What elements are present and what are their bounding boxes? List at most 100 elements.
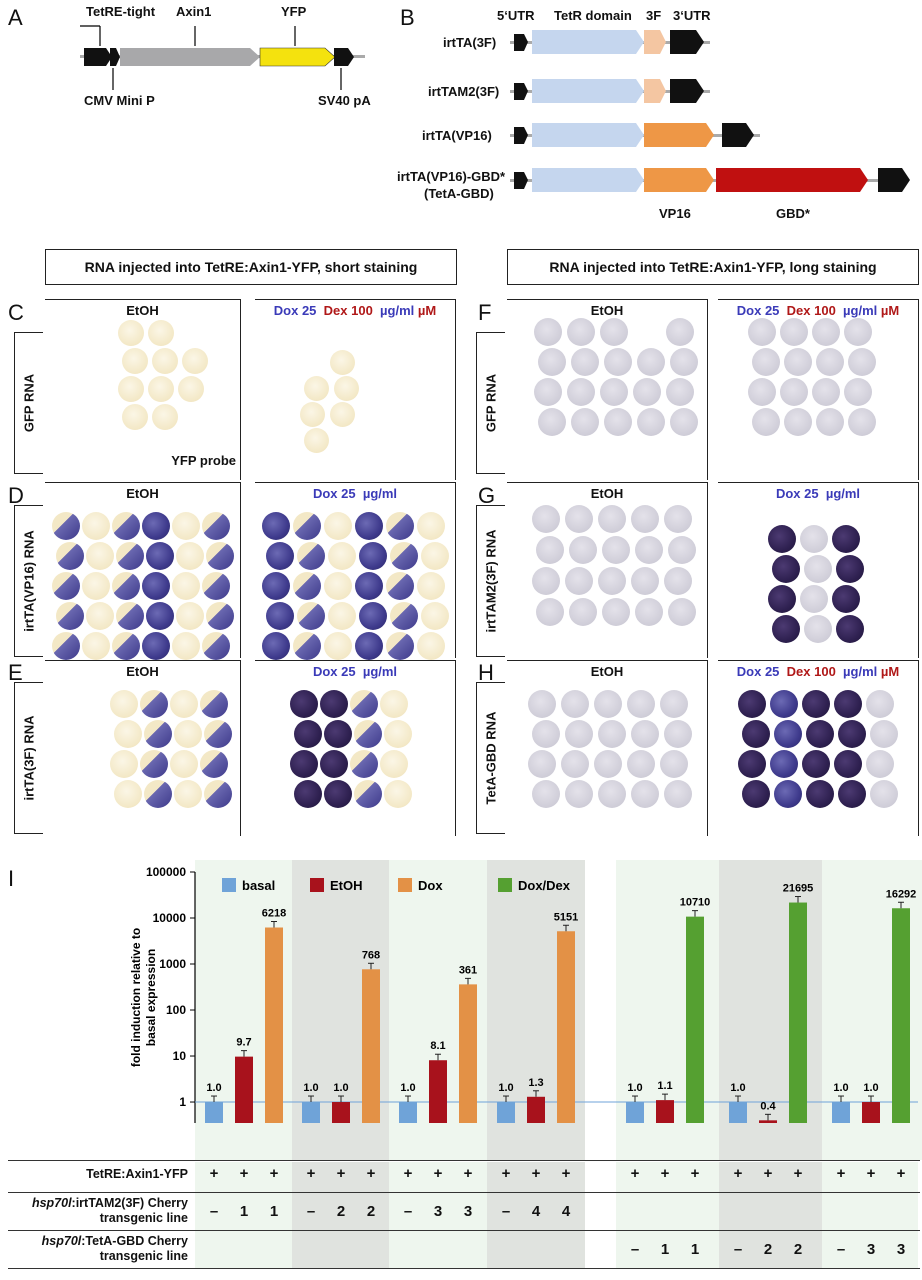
bar — [832, 1102, 850, 1123]
embryo — [664, 567, 692, 595]
embryo — [806, 720, 834, 748]
legend-swatch — [222, 878, 236, 892]
y-axis-label-line1: fold induction relative to — [129, 928, 143, 1067]
embryo — [631, 567, 659, 595]
embryo — [176, 542, 204, 570]
embryo — [386, 632, 414, 660]
embryo — [144, 780, 172, 808]
embryo — [834, 690, 862, 718]
embryo — [148, 376, 174, 402]
embryo — [772, 555, 800, 583]
embryo — [670, 348, 698, 376]
row2-value: 4 — [561, 1203, 571, 1220]
embryo — [666, 318, 694, 346]
embryo — [600, 318, 628, 346]
embryo — [417, 512, 445, 540]
embryo — [170, 750, 198, 778]
embryo — [780, 318, 808, 346]
embryo — [390, 602, 418, 630]
embryo — [300, 402, 325, 427]
embryo — [627, 750, 655, 778]
embryo — [293, 512, 321, 540]
cell-h-etoh: EtOH — [507, 660, 708, 836]
construct-a-diagram — [80, 25, 365, 90]
bar-value-label: 0.4 — [760, 1100, 776, 1112]
embryo — [330, 350, 355, 375]
construct-name-irtta-3f: irtTA(3F) — [443, 35, 497, 50]
embryo — [140, 690, 168, 718]
embryo — [297, 542, 325, 570]
embryo — [320, 750, 348, 778]
plus-marker: + — [463, 1165, 473, 1182]
embryo — [664, 505, 692, 533]
embryo — [122, 404, 148, 430]
row2-value: – — [403, 1203, 413, 1220]
embryo — [304, 428, 329, 453]
y-tick-label: 10000 — [153, 911, 187, 925]
embryo — [148, 320, 174, 346]
legend-label: EtOH — [330, 878, 363, 893]
embryo — [635, 598, 663, 626]
embryo — [294, 720, 322, 748]
embryo — [594, 750, 622, 778]
embryo — [598, 505, 626, 533]
embryo — [569, 536, 597, 564]
embryo — [417, 632, 445, 660]
embryo — [206, 542, 234, 570]
embryo — [384, 780, 412, 808]
plus-marker: + — [660, 1165, 670, 1182]
embryo — [538, 348, 566, 376]
embryo — [204, 720, 232, 748]
embryo — [816, 408, 844, 436]
embryo — [266, 542, 294, 570]
embryo — [262, 512, 290, 540]
y-tick-label: 100 — [166, 1003, 186, 1017]
bar — [302, 1102, 320, 1123]
embryo — [144, 720, 172, 748]
plus-marker: + — [531, 1165, 541, 1182]
embryo — [604, 348, 632, 376]
embryo — [534, 318, 562, 346]
embryo — [832, 525, 860, 553]
embryo — [293, 572, 321, 600]
embryo — [354, 780, 382, 808]
y-tick-label: 10 — [173, 1049, 187, 1063]
embryo — [664, 720, 692, 748]
label-cmv-mini-p: CMV Mini P — [84, 93, 155, 108]
embryo — [112, 512, 140, 540]
construct-name-irtta-vp16-gbd: irtTA(VP16)-GBD* — [397, 169, 506, 184]
embryo — [114, 720, 142, 748]
row3-value: 1 — [660, 1241, 670, 1258]
embryo — [565, 780, 593, 808]
condition-divider — [8, 1160, 920, 1161]
embryo — [538, 408, 566, 436]
embryo — [770, 750, 798, 778]
embryo — [294, 780, 322, 808]
plus-marker: + — [896, 1165, 906, 1182]
yfp-probe-label: YFP probe — [171, 453, 236, 468]
embryo — [146, 602, 174, 630]
embryo — [421, 542, 449, 570]
bar — [205, 1102, 223, 1123]
embryo — [174, 720, 202, 748]
cell-e-dox: Dox 25 µg/ml — [255, 660, 456, 836]
row3-label: hsp70l:TetA-GBD Cherry transgenic line — [41, 1234, 188, 1263]
embryo — [355, 632, 383, 660]
embryo — [602, 598, 630, 626]
embryo — [536, 598, 564, 626]
embryo — [56, 542, 84, 570]
y-tick-label: 1000 — [159, 957, 186, 971]
header-3f: 3F — [646, 8, 662, 23]
embryo — [532, 720, 560, 748]
bar-value-label: 1.1 — [657, 1080, 672, 1092]
row3-value: 3 — [896, 1241, 906, 1258]
embryo — [772, 615, 800, 643]
bar-value-label: 768 — [362, 949, 380, 961]
row2-value: – — [501, 1203, 511, 1220]
construct-name-irttam2-3f: irtTAM2(3F) — [428, 84, 500, 99]
embryo — [848, 348, 876, 376]
bar — [557, 931, 575, 1123]
embryo — [832, 585, 860, 613]
embryo — [324, 632, 352, 660]
embryo — [421, 602, 449, 630]
